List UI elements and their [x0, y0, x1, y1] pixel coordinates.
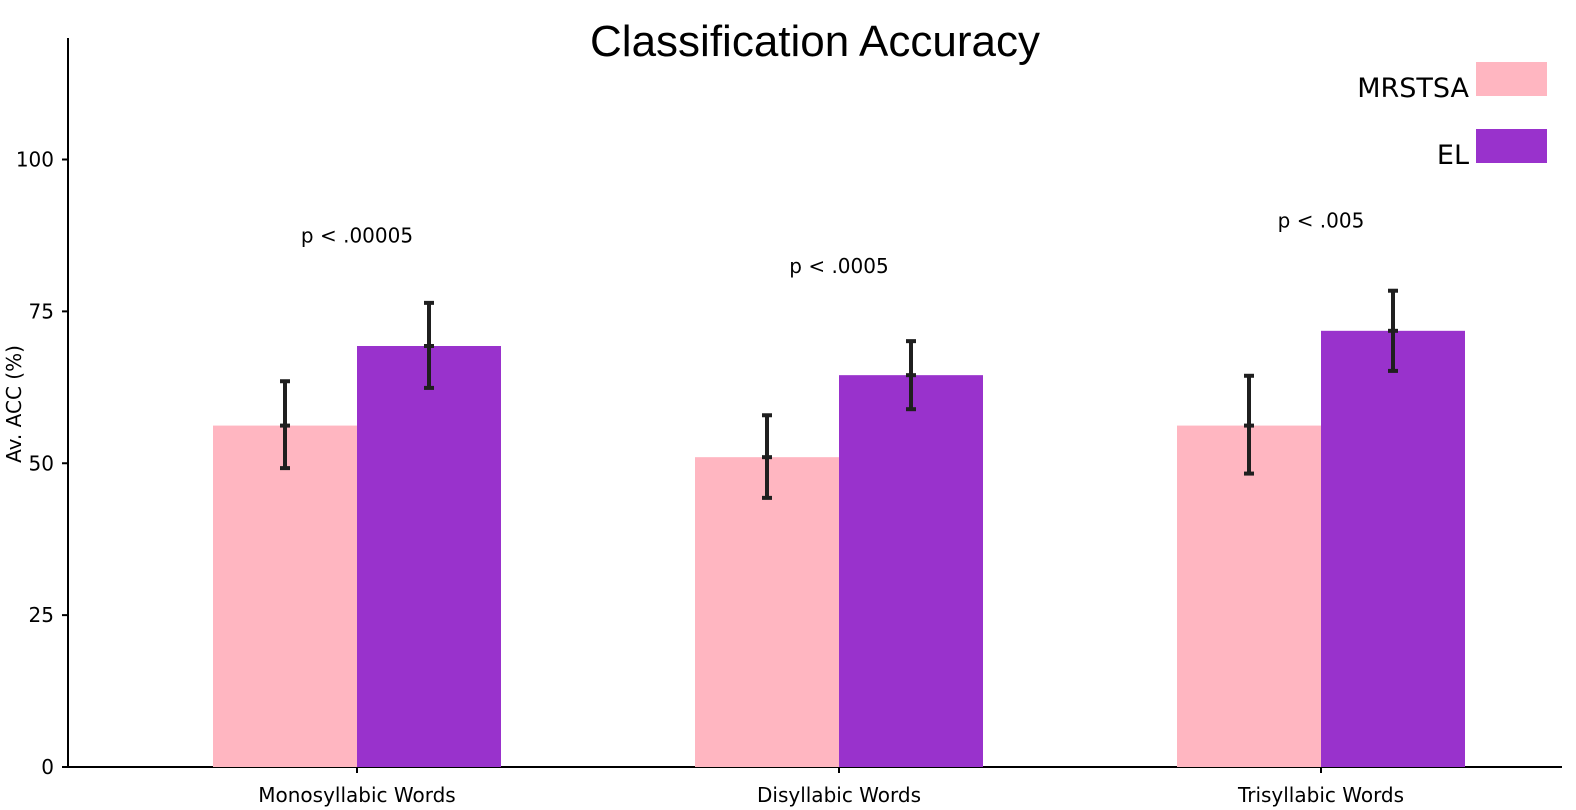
bar-mrstsa-3 [1177, 425, 1321, 767]
legend-swatch-el [1476, 129, 1547, 163]
significance-label-1: p < .00005 [301, 223, 413, 247]
significance-label-2: p < .0005 [789, 254, 888, 278]
bar-el-2 [839, 375, 983, 767]
y-tick-label-75: 75 [29, 299, 54, 323]
x-tick-label-3: Trisyllabic Words [1237, 783, 1404, 807]
significance-label-3: p < .005 [1278, 208, 1365, 232]
y-tick-label-50: 50 [29, 451, 54, 475]
y-axis-ticks: 0 25 50 75 100 [16, 148, 68, 779]
y-tick-label-25: 25 [29, 603, 54, 627]
bar-mrstsa-2 [695, 457, 839, 767]
x-tick-label-1: Monosyllabic Words [258, 783, 455, 807]
significance-annotations: p < .00005 p < .0005 p < .005 [301, 208, 1364, 278]
legend-label-mrstsa: MRSTSA [1357, 73, 1469, 104]
legend-swatch-mrstsa [1476, 62, 1547, 96]
y-tick-label-100: 100 [16, 148, 54, 172]
legend: MRSTSA EL [1357, 62, 1547, 171]
x-tick-label-2: Disyllabic Words [757, 783, 921, 807]
chart-title: Classification Accuracy [590, 17, 1040, 66]
bar-mrstsa-1 [213, 425, 357, 767]
bar-series-group [213, 330, 1465, 767]
error-bar-group [280, 288, 1398, 500]
y-tick-label-0: 0 [41, 755, 54, 779]
bar-el-1 [357, 346, 501, 767]
bar-el-3 [1321, 330, 1465, 767]
x-axis-ticks: Monosyllabic Words Disyllabic Words Trisyl… [258, 767, 1404, 807]
y-axis-title: Av. ACC (%) [2, 345, 26, 463]
legend-label-el: EL [1437, 140, 1469, 171]
